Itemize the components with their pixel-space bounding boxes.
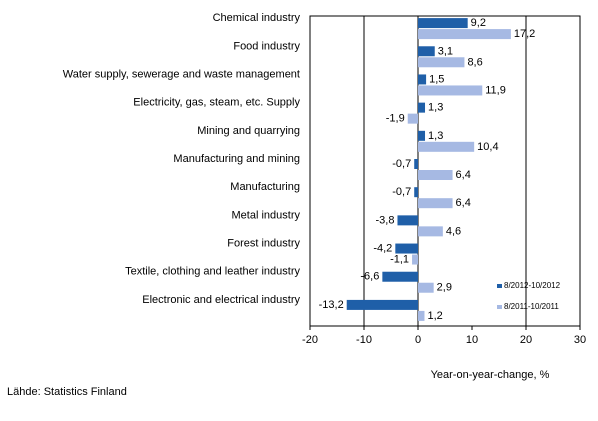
category-label: Electronic and electrical industry — [142, 294, 300, 306]
bar — [418, 310, 425, 321]
category-label: Food industry — [233, 40, 300, 52]
data-label: -1,9 — [386, 113, 405, 125]
data-label: -0,7 — [392, 186, 411, 198]
bar — [418, 102, 426, 113]
bar — [346, 299, 418, 310]
data-label: 11,9 — [485, 84, 506, 96]
legend-swatch — [497, 284, 502, 288]
category-label: Manufacturing — [230, 181, 300, 193]
data-label: -0,7 — [392, 158, 411, 170]
data-label: 1,3 — [428, 102, 443, 114]
bar — [418, 85, 483, 96]
data-label: 9,2 — [471, 17, 486, 29]
data-label: 4,6 — [446, 225, 461, 237]
x-axis-title: Year-on-year-change, % — [431, 369, 550, 381]
category-label: Textile, clothing and leather industry — [125, 266, 300, 278]
data-label: -13,2 — [319, 299, 344, 311]
bar — [418, 29, 511, 40]
data-label: -3,8 — [376, 214, 395, 226]
plot-area — [309, 15, 581, 327]
bar — [418, 74, 427, 85]
legend-swatch — [497, 305, 502, 309]
x-axis: -20 -10 0 10 20 30 — [302, 326, 586, 346]
category-label: Metal industry — [232, 209, 301, 221]
bar — [407, 113, 418, 124]
x-tick-label: 30 — [574, 334, 586, 346]
data-label: 2,9 — [437, 282, 452, 294]
category-label: Water supply, sewerage and waste managem… — [63, 68, 300, 80]
data-label: 6,4 — [456, 169, 471, 181]
data-label: 3,1 — [438, 45, 453, 57]
data-label: 10,4 — [477, 141, 498, 153]
legend-label: 8/2012-10/2012 — [504, 281, 561, 290]
data-label: -6,6 — [360, 271, 379, 283]
category-label: Chemical industry — [213, 12, 301, 24]
bar — [418, 57, 465, 68]
bar — [414, 159, 418, 169]
bar — [418, 226, 443, 237]
data-label: 1,3 — [428, 130, 443, 142]
category-label: Manufacturing and mining — [173, 153, 300, 165]
bar — [418, 130, 426, 141]
legend-label: 8/2011-10/2011 — [504, 302, 559, 311]
x-tick-label: 20 — [520, 334, 532, 346]
bar — [397, 215, 418, 226]
bar — [418, 46, 435, 57]
data-label: 8,6 — [467, 56, 482, 68]
bar — [395, 243, 418, 254]
data-label: 6,4 — [456, 197, 471, 209]
bar — [418, 141, 475, 152]
data-label: 17,2 — [514, 28, 535, 40]
data-label: -4,2 — [373, 243, 392, 255]
data-labels: 9,2 17,2 3,1 8,6 1,5 11,9 1,3 -1,9 1,3 10,4 -0,7 6,… — [319, 17, 536, 322]
data-label: -1,1 — [390, 254, 409, 266]
legend: 8/2012-10/2012 8/2011-10/2011 — [497, 281, 561, 311]
category-label: Forest industry — [227, 238, 300, 250]
category-labels: Chemical industry Food industry Water supp… — [63, 12, 301, 306]
source-note: Lähde: Statistics Finland — [7, 386, 127, 398]
bar — [382, 271, 418, 282]
data-label: 1,2 — [427, 310, 442, 322]
bar — [412, 254, 418, 265]
bars — [346, 18, 511, 321]
data-label: 1,5 — [429, 73, 444, 85]
bar — [418, 170, 453, 180]
x-tick-label: -20 — [302, 334, 318, 346]
bar — [418, 18, 468, 29]
bar — [414, 187, 418, 198]
x-tick-label: 10 — [466, 334, 478, 346]
category-label: Electricity, gas, steam, etc. Supply — [133, 97, 300, 109]
x-tick-label: -10 — [356, 334, 372, 346]
bar — [418, 198, 453, 209]
x-tick-label: 0 — [415, 334, 421, 346]
category-label: Mining and quarrying — [197, 125, 300, 137]
plot-border — [309, 15, 581, 327]
bar — [418, 282, 434, 293]
